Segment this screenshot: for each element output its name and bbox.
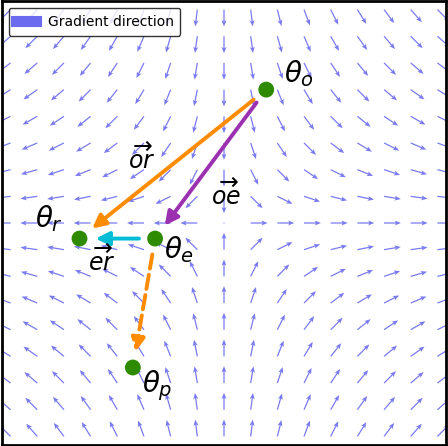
Text: $\overrightarrow{er}$: $\overrightarrow{er}$ xyxy=(88,245,116,277)
Text: $\theta_r$: $\theta_r$ xyxy=(35,203,63,234)
Point xyxy=(76,235,83,242)
Text: $\overrightarrow{oe}$: $\overrightarrow{oe}$ xyxy=(211,178,241,210)
Point xyxy=(129,364,137,371)
Legend: Gradient direction: Gradient direction xyxy=(9,8,181,36)
Text: $\theta_o$: $\theta_o$ xyxy=(284,59,314,90)
Text: $\theta_e$: $\theta_e$ xyxy=(164,234,194,265)
Text: $\theta_p$: $\theta_p$ xyxy=(142,368,172,403)
Point xyxy=(263,86,270,93)
Point xyxy=(151,235,159,242)
Text: $\overrightarrow{or}$: $\overrightarrow{or}$ xyxy=(128,143,155,174)
